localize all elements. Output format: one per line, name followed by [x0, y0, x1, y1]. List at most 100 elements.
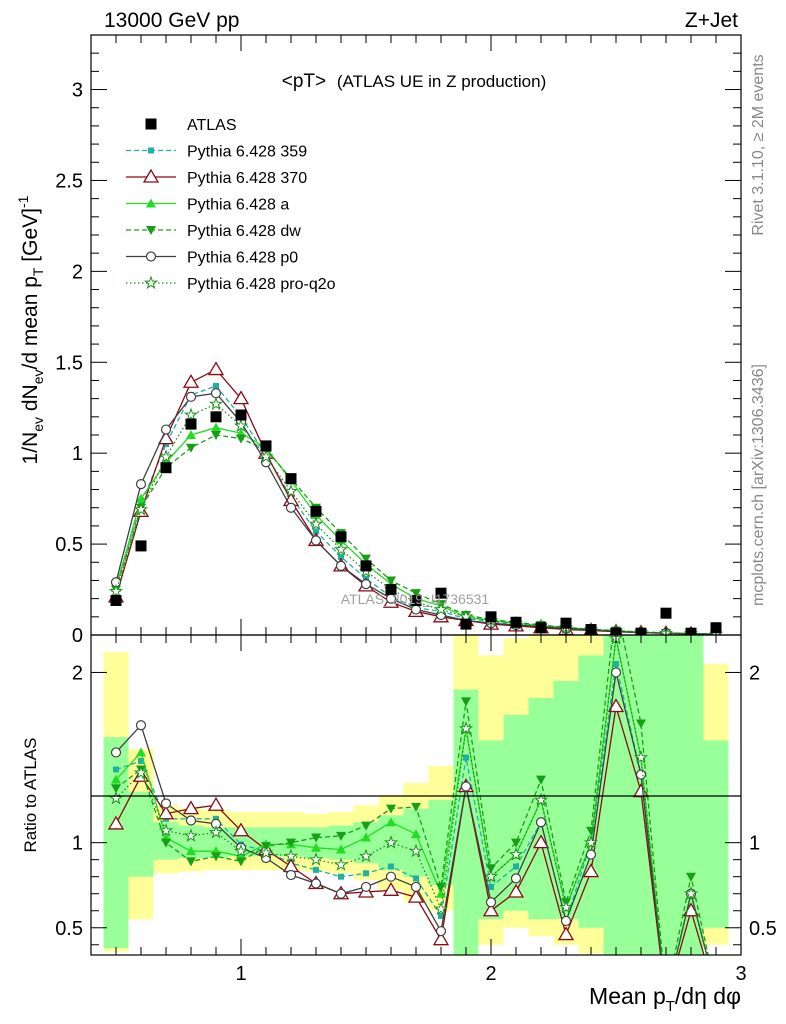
ratio-point-pdw [586, 826, 596, 836]
ratio-y-tick-label-right: 0.5 [749, 918, 777, 940]
ratio-point-p359 [438, 912, 444, 919]
ratio-point-pp0 [635, 769, 647, 780]
ratio-point-p359 [213, 815, 219, 822]
main-point-atlas [185, 418, 197, 430]
ratio-point-pq2o [308, 852, 324, 866]
ratio-band-inner-bin [678, 635, 704, 955]
ratio-point-pp0 [460, 781, 472, 792]
main-point-pq2o [308, 516, 324, 531]
ratio-point-p359 [363, 870, 369, 877]
main-point-atlas [410, 594, 422, 606]
ratio-point-p370 [107, 815, 125, 830]
main-point-pp0 [135, 478, 147, 490]
main-point-atlas [160, 462, 172, 474]
ratio-band-inner [103, 635, 729, 955]
ratio-point-p370 [157, 805, 175, 820]
main-y-tick-label: 2.5 [55, 170, 83, 192]
main-y-tick-label: 0 [72, 625, 83, 647]
legend-item-pdw: Pythia 6.428 dw [126, 223, 301, 240]
ratio-band-inner-bin [128, 791, 154, 877]
ratio-point-pdw [511, 838, 521, 848]
ratio-y-axis-label: Ratio to ATLAS [21, 738, 40, 853]
legend-marker-pa [146, 198, 156, 208]
side-label-mcplots: mcplots.cern.ch [arXiv:1306.3436] [750, 364, 767, 606]
main-point-atlas [335, 531, 347, 543]
ratio-y-tick-label-right: 2 [749, 662, 760, 684]
ratio-point-p370 [482, 902, 500, 917]
ratio-point-pp0 [310, 878, 322, 889]
ratio-point-pq2o [133, 765, 149, 779]
main-point-p370 [207, 361, 225, 376]
header-process: Z+Jet [685, 9, 738, 32]
ratio-point-p359 [138, 757, 144, 764]
main-point-atlas [485, 611, 497, 623]
legend-marker-pdw [146, 226, 156, 235]
main-y-tick-label: 2 [72, 261, 83, 283]
main-point-atlas [210, 411, 222, 423]
side-label-rivet: Rivet 3.1.10, ≥ 2M events [750, 54, 767, 235]
main-y-tick-label: 3 [72, 80, 83, 102]
ratio-point-pp0 [160, 798, 172, 809]
ratio-point-pq2o [433, 901, 449, 916]
main-point-pq2o [233, 418, 249, 433]
ratio-point-p370 [182, 800, 200, 815]
ratio-point-pp0 [385, 871, 397, 882]
ratio-point-pp0 [135, 720, 147, 731]
ratio-point-p359 [513, 863, 519, 870]
main-point-pp0 [210, 388, 222, 399]
x-axis-label: Mean pT/dη dφ [589, 983, 741, 1015]
ratio-point-pp0 [535, 817, 547, 828]
ratio-point-pdw [211, 852, 221, 862]
ratio-point-pq2o [383, 835, 399, 849]
ratio-point-pq2o [483, 869, 499, 883]
ratio-point-pdw [486, 864, 496, 874]
ratio-point-pp0 [410, 881, 422, 893]
main-point-atlas [660, 607, 672, 619]
legend-item-p359: Pythia 6.428 359 [126, 144, 307, 161]
main-point-pdw [361, 554, 371, 564]
legend-label-p370: Pythia 6.428 370 [187, 170, 307, 187]
ratio-point-pa [336, 844, 346, 854]
main-point-atlas [310, 505, 322, 517]
main-point-pp0 [285, 502, 297, 513]
ratio-point-pdw [686, 872, 696, 882]
legend-label-pdw: Pythia 6.428 dw [187, 223, 301, 240]
ratio-band-inner-bin [403, 808, 429, 877]
main-point-p359 [338, 553, 344, 560]
ratio-point-pp0 [110, 747, 122, 758]
main-point-atlas [360, 560, 372, 572]
main-y-tick-label: 1.5 [55, 352, 83, 374]
main-point-pp0 [185, 391, 197, 402]
ratio-point-p370 [557, 926, 575, 941]
legend-item-pp0: Pythia 6.428 p0 [126, 250, 298, 267]
main-point-atlas [235, 409, 247, 421]
main-point-atlas [110, 594, 122, 606]
ratio-point-pdw [186, 857, 196, 867]
ratio-point-pp0 [560, 915, 572, 927]
ratio-point-p370 [432, 931, 450, 946]
main-point-pq2o [158, 449, 174, 463]
ratio-point-pq2o [458, 721, 474, 735]
main-point-pq2o [433, 601, 449, 616]
main-point-pq2o [283, 483, 299, 498]
ratio-point-pq2o [408, 843, 424, 858]
ratio-point-pp0 [485, 897, 497, 908]
ratio-point-pdw [386, 804, 396, 814]
main-point-pdw [236, 434, 246, 444]
ratio-band-inner-bin [703, 740, 729, 928]
main-point-atlas [260, 440, 272, 452]
main-y-axis-label: 1/Nev dNev/d mean pT [GeV]-1 [15, 195, 46, 464]
main-point-pp0 [360, 578, 372, 590]
legend-label-pp0: Pythia 6.428 p0 [187, 250, 298, 267]
legend-marker-atlas [145, 118, 157, 130]
ratio-point-pdw [436, 882, 446, 892]
main-point-pp0 [335, 560, 347, 572]
main-point-pdw [211, 431, 221, 440]
ratio-point-pa [436, 888, 446, 898]
ratio-band-inner-bin [653, 635, 679, 955]
ratio-point-p370 [532, 834, 550, 849]
main-point-pq2o [208, 396, 224, 411]
ratio-point-p359 [463, 754, 469, 761]
ratio-point-pq2o [558, 899, 574, 914]
